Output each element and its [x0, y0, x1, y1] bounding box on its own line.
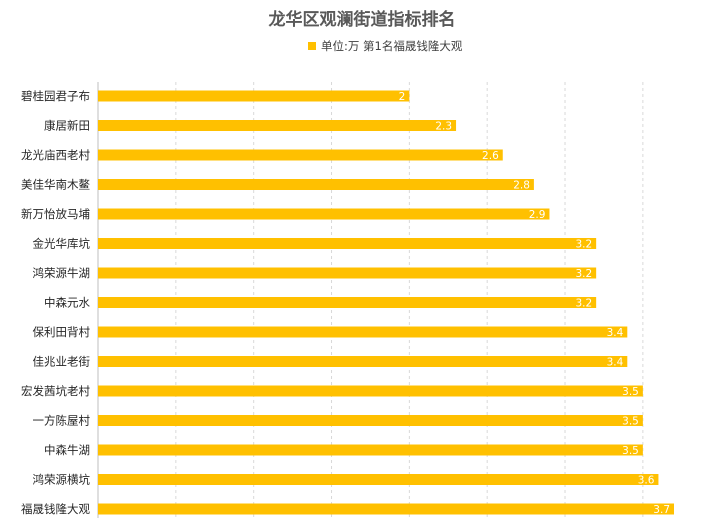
category-label: 龙光庙西老村 [21, 148, 90, 162]
value-label: 3.5 [622, 386, 639, 398]
category-label: 新万怡放马埔 [21, 207, 90, 221]
bar-row: 保利田背村 3.4 [33, 325, 628, 339]
bars: 碧桂园君子布 2 康居新田 2.3 龙光庙西老村 2.6 美佳华南木鳌 2.8 新万怡放马埔 2.… [21, 89, 674, 516]
category-label: 金光华库坑 [33, 237, 91, 251]
bar [98, 385, 643, 397]
bar-row: 康居新田 2.3 [44, 119, 457, 133]
bar-row: 福晟钱隆大观 3.7 [21, 502, 674, 516]
bar-row: 鸿荣源横坑 3.6 [33, 473, 659, 487]
bar-row: 金光华库坑 3.2 [33, 237, 597, 251]
bar-row: 龙光庙西老村 2.6 [21, 148, 503, 162]
bar [98, 444, 643, 456]
category-label: 宏发茜坑老村 [21, 384, 90, 398]
bar [98, 120, 457, 131]
bar-row: 鸿荣源牛湖 3.2 [33, 266, 597, 280]
value-label: 2.6 [482, 150, 499, 162]
legend: 单位:万 第1名福晟钱隆大观 [308, 39, 463, 53]
bar [98, 208, 550, 220]
chart-title: 龙华区观澜街道指标排名 [268, 9, 456, 30]
category-label: 保利田背村 [33, 325, 91, 339]
bar [98, 356, 628, 367]
bar [98, 415, 643, 426]
bar [98, 267, 597, 279]
category-label: 佳兆业老街 [33, 355, 91, 369]
value-label: 2.3 [435, 121, 452, 133]
value-label: 3.5 [622, 445, 639, 457]
value-label: 3.6 [638, 475, 655, 487]
bar-row: 中森元水 3.2 [44, 296, 597, 310]
category-label: 福晟钱隆大观 [21, 502, 90, 516]
bar-row: 佳兆业老街 3.4 [33, 355, 628, 369]
value-label: 3.2 [575, 268, 592, 280]
bar-row: 中森牛湖 3.5 [44, 443, 643, 457]
bar [98, 297, 597, 308]
bar-row: 碧桂园君子布 2 [21, 89, 410, 103]
category-label: 一方陈屋村 [33, 414, 91, 428]
bar-row: 美佳华南木鳌 2.8 [21, 178, 534, 192]
category-label: 鸿荣源横坑 [33, 473, 91, 487]
legend-label: 单位:万 第1名福晟钱隆大观 [321, 39, 463, 53]
bar [98, 238, 597, 249]
value-label: 3.4 [607, 357, 624, 369]
bar-row: 宏发茜坑老村 3.5 [21, 384, 643, 398]
category-label: 中森元水 [44, 296, 90, 310]
bar-row: 一方陈屋村 3.5 [33, 414, 643, 428]
bar [98, 90, 410, 102]
value-label: 3.5 [622, 416, 639, 428]
bar [98, 149, 503, 161]
bar [98, 179, 534, 190]
bar [98, 326, 628, 338]
value-label: 3.7 [653, 504, 670, 516]
value-label: 3.2 [575, 298, 592, 310]
category-label: 碧桂园君子布 [21, 89, 90, 103]
value-label: 2.9 [529, 209, 546, 221]
category-label: 康居新田 [44, 119, 90, 133]
category-label: 中森牛湖 [44, 443, 90, 457]
legend-swatch [308, 42, 316, 50]
value-label: 2 [399, 91, 406, 103]
bar [98, 503, 674, 515]
value-label: 2.8 [513, 180, 530, 192]
bar [98, 474, 659, 485]
value-label: 3.2 [575, 239, 592, 251]
value-label: 3.4 [607, 327, 624, 339]
bar-row: 新万怡放马埔 2.9 [21, 207, 550, 221]
category-label: 鸿荣源牛湖 [33, 266, 91, 280]
category-label: 美佳华南木鳌 [21, 178, 90, 192]
